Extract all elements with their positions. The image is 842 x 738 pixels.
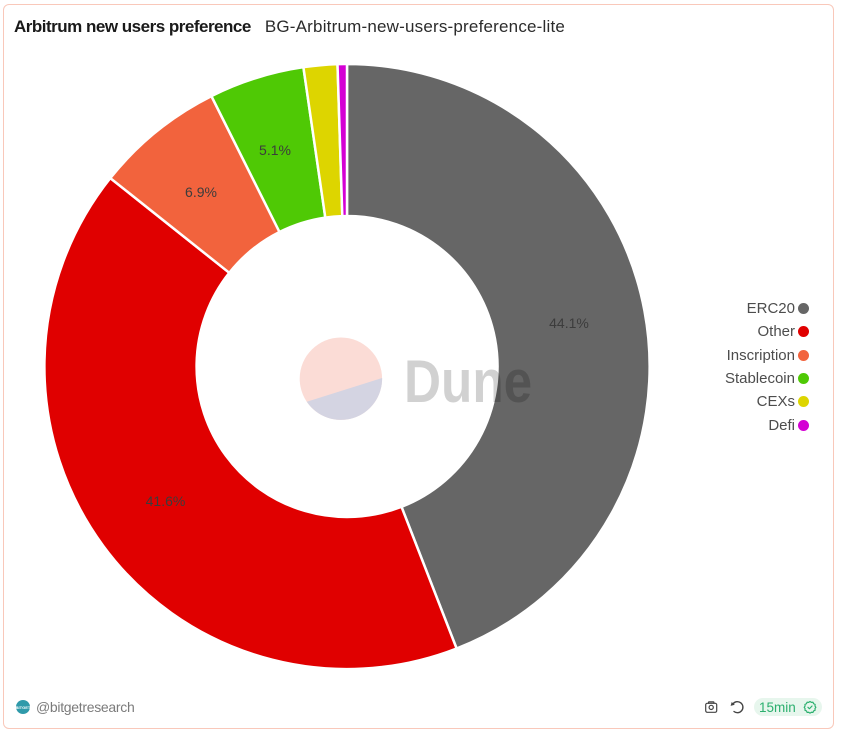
- svg-text:Dune: Dune: [404, 347, 532, 415]
- svg-text:41.6%: 41.6%: [146, 493, 186, 509]
- svg-text:44.1%: 44.1%: [549, 315, 589, 331]
- svg-text:5.1%: 5.1%: [259, 142, 291, 158]
- svg-text:6.9%: 6.9%: [185, 184, 217, 200]
